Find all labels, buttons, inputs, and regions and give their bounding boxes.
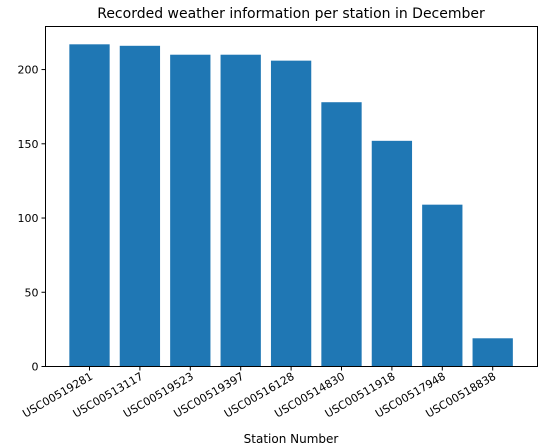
y-tick-label: 200 (18, 64, 39, 77)
bar-USC00511918 (371, 140, 413, 367)
x-axis: USC00519281USC00513117USC00519523USC0051… (20, 366, 498, 420)
y-axis: 0 50 100 150 200 (18, 64, 46, 374)
bars-group (69, 44, 513, 367)
bar-USC00519523 (170, 54, 211, 367)
y-tick-label: 100 (18, 212, 39, 225)
bar-USC00513117 (119, 45, 161, 367)
bar-USC00516128 (270, 60, 312, 367)
y-tick-label: 50 (25, 286, 39, 299)
y-tick-label: 0 (32, 361, 39, 374)
bar-USC00517948 (422, 204, 463, 367)
y-tick-label: 150 (18, 138, 39, 151)
bar-USC00518838 (472, 338, 513, 367)
bar-USC00519281 (69, 44, 110, 367)
x-axis-label: Station Number (244, 432, 339, 446)
bar-USC00519397 (220, 54, 261, 367)
chart-title: Recorded weather information per station… (97, 6, 485, 22)
plot-frame (45, 26, 538, 367)
bar-USC00514830 (321, 102, 362, 367)
